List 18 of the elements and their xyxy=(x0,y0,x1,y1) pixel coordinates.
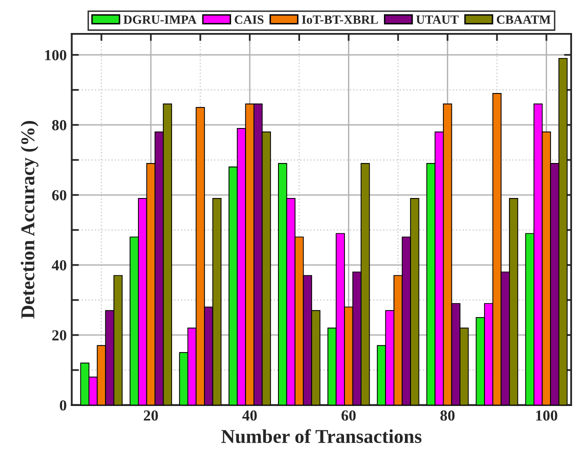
x-tick-label: 80 xyxy=(440,410,455,421)
y-tick-label: 80 xyxy=(52,120,66,130)
legend-label: CBAATM xyxy=(496,15,551,24)
y-tick-label: 40 xyxy=(52,260,66,270)
legend-label: DGRU-IMPA xyxy=(123,15,197,24)
legend-label: CAIS xyxy=(234,15,264,24)
legend-label: UTAUT xyxy=(416,15,459,24)
x-tick-label: 60 xyxy=(342,410,356,421)
y-tick-label: 60 xyxy=(52,190,66,200)
x-tick-label: 100 xyxy=(536,410,558,421)
x-tick-label: 20 xyxy=(144,410,158,421)
y-tick-label: 100 xyxy=(45,50,66,60)
y-axis-title: Detection Accuracy (%) xyxy=(20,120,38,318)
y-tick-label: 20 xyxy=(52,330,66,340)
y-tick-label: 0 xyxy=(60,400,66,411)
legend-label: IoT-BT-XBRL xyxy=(302,16,378,24)
x-axis-title: Number of Transactions xyxy=(221,429,422,444)
x-tick-label: 40 xyxy=(242,410,257,421)
